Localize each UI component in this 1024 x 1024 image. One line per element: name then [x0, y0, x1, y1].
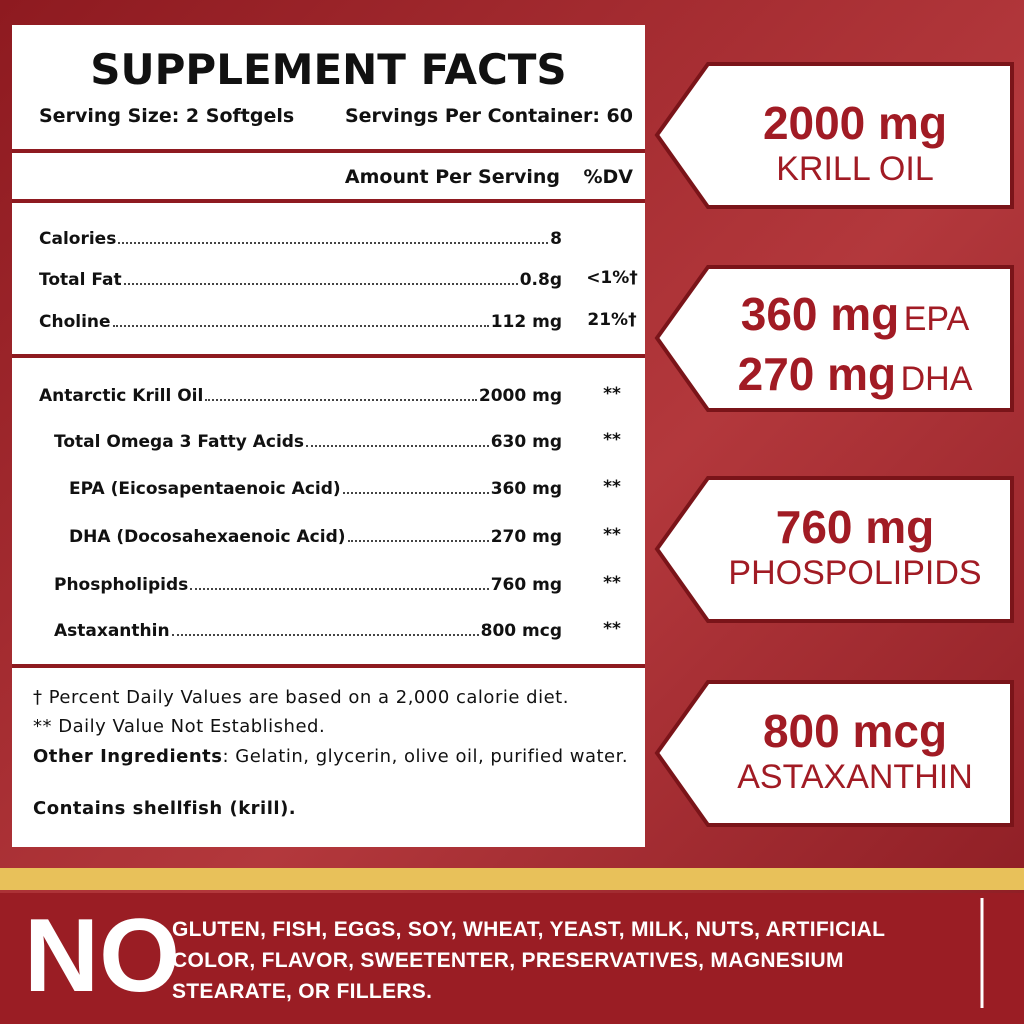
- callout-shape: [654, 680, 1014, 827]
- callout: 800 mcg ASTAXANTHIN: [700, 704, 1010, 797]
- dv: **: [603, 477, 621, 497]
- name: DHA (Docosahexaenoic Acid): [69, 527, 346, 547]
- nutrient-row: Choline 112 mg: [39, 308, 562, 332]
- banner-text: GLUTEN, FISH, EGGS, SOY, WHEAT, YEAST, M…: [172, 918, 885, 1003]
- dv: **: [603, 525, 621, 545]
- dv: **: [603, 573, 621, 593]
- facts-panel: SUPPLEMENT FACTS Serving Size: 2 Softgel…: [12, 25, 645, 847]
- divider: [12, 149, 645, 153]
- callout: 760 mg PHOSPOLIPIDS: [700, 500, 1010, 593]
- callout-amount: 800 mcg: [762, 705, 948, 757]
- nutrient-row: Calories 8: [39, 225, 562, 249]
- callout-shape: [654, 265, 1014, 412]
- callout: 2000 mg KRILL OIL: [700, 96, 1010, 189]
- dv: **: [603, 619, 621, 639]
- dv-header: %DV: [583, 166, 633, 188]
- name: Total Omega 3 Fatty Acids: [54, 432, 305, 452]
- gold-stripe: [0, 868, 1024, 890]
- callout-amount: 360 mg: [740, 288, 900, 340]
- ingredient-row: Antarctic Krill Oil 2000 mg: [39, 382, 562, 406]
- amount: 760 mg: [490, 575, 562, 595]
- callout: 360 mg EPA 270 mg DHA: [700, 290, 1010, 410]
- name: Phospholipids: [54, 575, 189, 595]
- dv-note: ** Daily Value Not Established.: [33, 716, 326, 737]
- name: Calories: [39, 229, 117, 249]
- callout-shape: [654, 62, 1014, 209]
- name: EPA (Eicosapentaenoic Acid): [69, 479, 341, 499]
- ingredient-row: DHA (Docosahexaenoic Acid) 270 mg: [69, 523, 562, 547]
- name: Total Fat: [39, 270, 122, 290]
- ingredient-row: Total Omega 3 Fatty Acids 630 mg: [54, 428, 562, 452]
- amount: 270 mg: [490, 527, 562, 547]
- amount: 0.8g: [519, 270, 562, 290]
- callout-shape: [654, 476, 1014, 623]
- name: Antarctic Krill Oil: [39, 386, 204, 406]
- callout-label: ASTAXANTHIN: [737, 758, 973, 796]
- banner-no: NO: [24, 898, 180, 1014]
- label: Other Ingredients: [33, 746, 223, 767]
- amount: 112 mg: [490, 312, 562, 332]
- amount: 800 mcg: [480, 621, 562, 641]
- callout-amount: 2000 mg: [762, 97, 948, 149]
- divider: [12, 354, 645, 358]
- ingredient-row: Astaxanthin 800 mcg: [54, 617, 562, 641]
- divider: [12, 199, 645, 203]
- text: : Gelatin, glycerin, olive oil, purified…: [222, 746, 629, 767]
- other-ingredients: Other Ingredients: Gelatin, glycerin, ol…: [33, 745, 633, 769]
- dagger-note: † Percent Daily Values are based on a 2,…: [33, 687, 569, 708]
- dv: **: [603, 430, 621, 450]
- divider: [12, 664, 645, 668]
- amount-header: Amount Per Serving: [344, 166, 560, 188]
- serving-size: Serving Size: 2 Softgels: [39, 105, 295, 127]
- ingredient-row: Phospholipids 760 mg: [54, 571, 562, 595]
- amount: 8: [550, 229, 562, 249]
- nutrient-row: Total Fat 0.8g: [39, 266, 562, 290]
- callout-amount: 760 mg: [775, 501, 935, 553]
- ingredient-row: EPA (Eicosapentaenoic Acid) 360 mg: [69, 475, 562, 499]
- callout-label: DHA: [900, 360, 973, 398]
- callout-amount: 270 mg: [737, 348, 897, 400]
- dv: **: [603, 384, 621, 404]
- callout-label: PHOSPOLIPIDS: [728, 554, 982, 592]
- dv: <1%†: [586, 268, 638, 288]
- callout-label: EPA: [903, 300, 970, 338]
- amount: 630 mg: [490, 432, 562, 452]
- banner-bg: [0, 893, 1024, 1024]
- callout-label: KRILL OIL: [776, 150, 934, 188]
- contains: Contains shellfish (krill).: [33, 798, 297, 819]
- name: Choline: [39, 312, 111, 332]
- servings-per-container: Servings Per Container: 60: [344, 105, 633, 127]
- title: SUPPLEMENT FACTS: [90, 45, 567, 94]
- amount: 2000 mg: [478, 386, 562, 406]
- dv: 21%†: [587, 310, 637, 330]
- name: Astaxanthin: [54, 621, 170, 641]
- amount: 360 mg: [490, 479, 562, 499]
